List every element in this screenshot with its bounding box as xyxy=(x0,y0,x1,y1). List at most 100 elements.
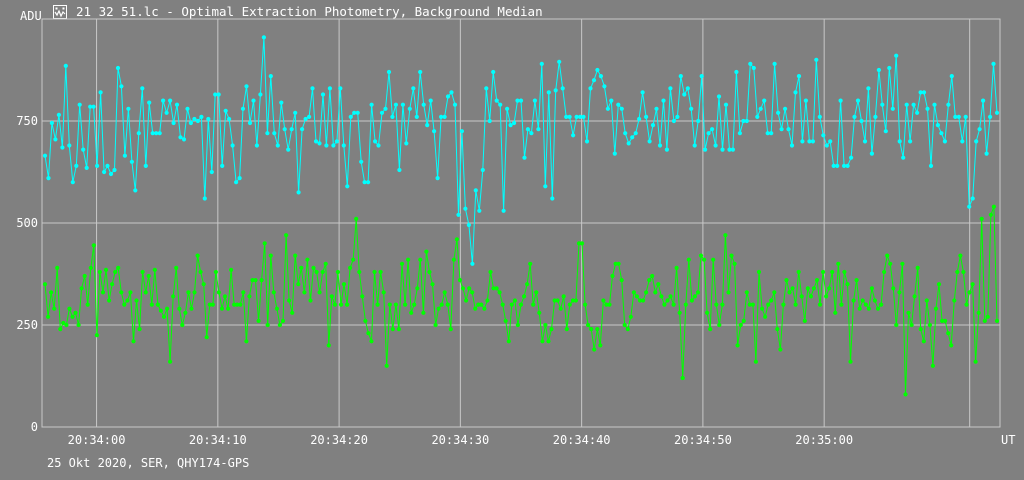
series-1-point xyxy=(290,310,295,315)
chart-series xyxy=(42,35,1000,397)
series-1-point xyxy=(448,327,453,332)
series-1-point xyxy=(714,302,719,307)
series-0-point xyxy=(800,139,805,144)
series-0-point xyxy=(498,102,503,107)
x-tick-label: 20:35:00 xyxy=(795,433,853,447)
series-1-point xyxy=(769,298,774,303)
series-1-point xyxy=(836,261,841,266)
series-1-point xyxy=(125,298,130,303)
series-0-point xyxy=(539,61,544,66)
series-1-point xyxy=(155,302,160,307)
series-1-point xyxy=(149,302,154,307)
series-0-point xyxy=(154,131,159,136)
series-0-point xyxy=(122,153,127,158)
series-0-point xyxy=(53,137,58,142)
series-1-point xyxy=(641,298,646,303)
series-1-point xyxy=(668,294,673,299)
series-1-point xyxy=(70,314,75,319)
series-1-point xyxy=(662,302,667,307)
series-0-point xyxy=(960,139,965,144)
lightcurve-app-icon[interactable] xyxy=(53,5,67,19)
series-1-point xyxy=(994,318,1000,323)
series-1-point xyxy=(302,290,307,295)
series-0-point xyxy=(508,123,513,128)
series-0-point xyxy=(769,131,774,136)
series-1-point xyxy=(607,302,612,307)
series-0-point xyxy=(626,141,631,146)
series-0-point xyxy=(737,131,743,136)
series-1-point xyxy=(921,339,926,344)
series-1-point xyxy=(165,306,170,311)
series-0-point xyxy=(605,106,611,111)
series-1-point xyxy=(537,310,542,315)
series-1-point xyxy=(616,261,621,266)
series-0-point xyxy=(849,155,854,160)
series-1-point xyxy=(222,294,228,299)
series-0-point xyxy=(911,102,916,107)
series-0-point xyxy=(397,167,402,173)
series-0-point xyxy=(338,86,343,91)
series-1-point xyxy=(674,265,679,270)
series-1-point xyxy=(558,306,563,311)
series-1-point xyxy=(152,267,157,272)
series-0-point xyxy=(908,139,913,144)
series-0-point xyxy=(855,98,861,103)
series-1-point xyxy=(94,333,99,338)
series-0-point xyxy=(935,123,941,128)
series-0-point xyxy=(105,163,110,168)
series-1-point xyxy=(964,302,969,307)
series-0-point xyxy=(393,102,398,107)
series-1-point xyxy=(116,265,121,270)
series-1-point xyxy=(958,253,963,258)
series-1-point xyxy=(375,302,380,307)
series-1-point xyxy=(772,290,777,295)
series-1-point xyxy=(134,298,139,303)
series-0-point xyxy=(838,98,843,103)
series-0-point xyxy=(859,118,864,124)
series-0-point xyxy=(56,112,62,117)
series-1-point xyxy=(85,302,90,307)
series-1-point xyxy=(293,253,298,258)
series-1-point xyxy=(274,306,279,311)
series-1-point xyxy=(183,310,188,315)
series-1-point xyxy=(143,290,148,295)
series-1-point xyxy=(915,265,920,270)
series-0-point xyxy=(230,143,235,148)
series-1-point xyxy=(52,306,57,311)
series-0-point xyxy=(425,123,430,128)
series-1-point xyxy=(415,286,420,291)
series-1-point xyxy=(363,318,368,323)
series-0-point xyxy=(557,59,562,64)
series-1-point xyxy=(702,257,707,262)
series-1-point xyxy=(49,290,54,295)
series-0-point xyxy=(942,139,948,144)
series-0-point xyxy=(379,110,385,115)
series-0-point xyxy=(842,163,847,168)
series-1-point xyxy=(845,282,850,287)
series-1-point xyxy=(235,302,240,307)
series-1-point xyxy=(698,253,704,258)
series-1-point xyxy=(280,318,286,323)
series-1-point xyxy=(793,302,798,307)
series-1-point xyxy=(491,286,496,291)
series-0-point xyxy=(928,163,934,168)
series-1-point xyxy=(366,331,371,336)
series-0-point xyxy=(678,74,683,79)
series-1-point xyxy=(119,290,124,295)
series-0-point xyxy=(574,114,579,119)
series-0-point xyxy=(140,86,145,91)
series-1-point xyxy=(680,375,685,381)
series-1-point xyxy=(692,294,698,299)
series-0-point xyxy=(869,151,875,156)
series-1-point xyxy=(961,269,966,275)
series-0-point xyxy=(136,131,141,136)
series-1-point xyxy=(451,257,456,262)
series-1-point xyxy=(433,322,438,328)
series-1-point xyxy=(729,253,734,258)
series-0-point xyxy=(362,180,367,185)
series-0-point xyxy=(918,90,923,95)
series-0-point xyxy=(352,110,357,115)
series-0-point xyxy=(974,139,979,144)
series-1-point xyxy=(354,216,359,221)
